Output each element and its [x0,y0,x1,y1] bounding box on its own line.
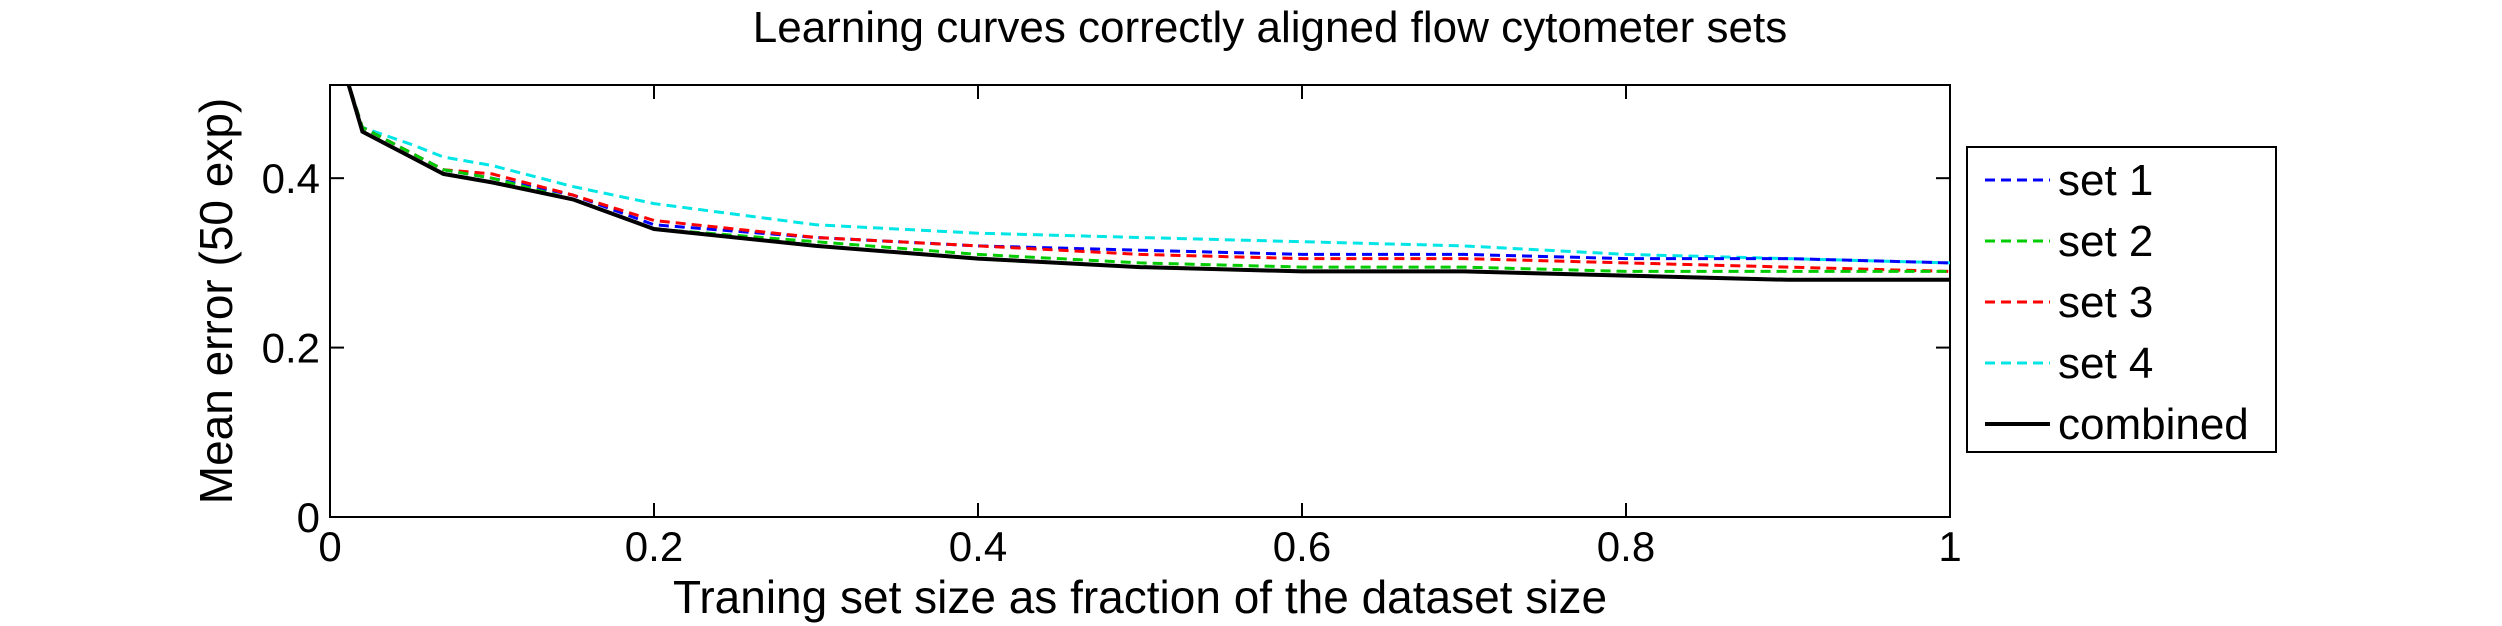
y-tick-label: 0 [297,494,320,541]
y-tick-label: 0.2 [262,325,320,372]
x-tick-label: 0.2 [625,523,683,570]
x-tick-label: 0 [318,523,341,570]
axis-ticks: 0 0.2 0.4 0.6 0.8 1 0 0.2 0.4 [262,85,1962,570]
chart-title: Learning curves correctly aligned flow c… [753,3,1787,52]
legend-label: set 2 [2058,217,2153,266]
x-tick-label: 0.8 [1597,523,1655,570]
legend: set 1 set 2 set 3 set 4 combined [1966,146,2277,453]
series-line-set-4 [347,85,1950,265]
series-line-set-2 [347,85,1950,273]
legend-label: set 4 [2058,339,2153,388]
legend-label: set 1 [2058,156,2153,205]
x-tick-label: 0.6 [1273,523,1331,570]
legend-label: set 3 [2058,278,2153,327]
x-axis-label: Traning set size as fraction of the data… [673,571,1607,623]
series-lines [346,85,1950,282]
y-tick-label: 0.4 [262,155,320,202]
y-axis-label: Mean error (50 exp) [190,98,242,505]
x-tick-label: 1 [1938,523,1961,570]
plot-area [329,84,1951,518]
legend-label: combined [2058,400,2249,449]
legend-box [1966,146,2277,453]
x-tick-label: 0.4 [949,523,1007,570]
series-line-combined [346,85,1950,282]
